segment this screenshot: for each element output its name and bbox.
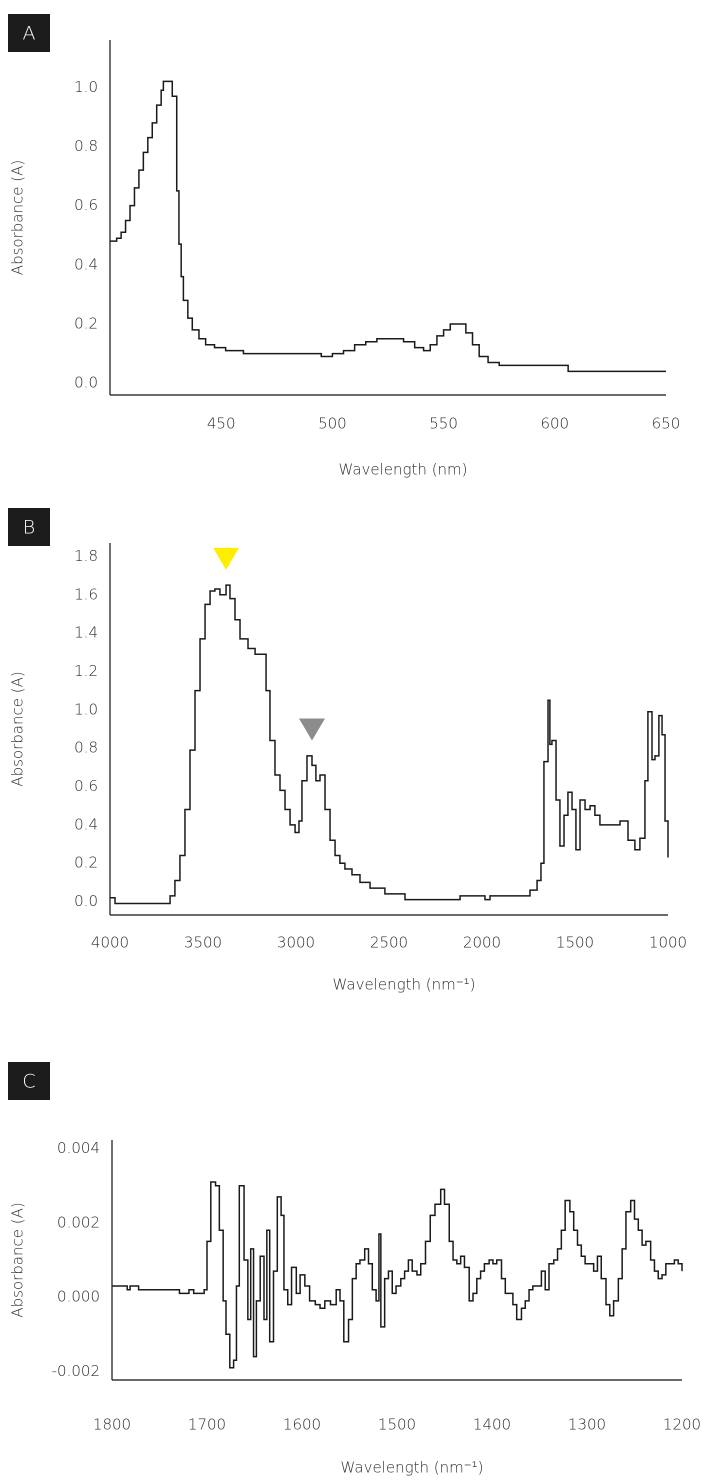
peak-marker	[298, 718, 325, 741]
y-tick-label: 0.000	[57, 1288, 100, 1306]
y-tick-label: 0.8	[74, 739, 98, 757]
x-tick-label: 1400	[473, 1416, 511, 1434]
y-tick-label: 0.2	[74, 854, 98, 872]
spectrum-line	[110, 80, 666, 373]
panel-label: C	[22, 1071, 35, 1093]
x-tick-label: 1200	[663, 1416, 701, 1434]
x-tick-label: 3000	[277, 934, 315, 952]
x-axis-label: Wavelength (nm⁻¹)	[333, 976, 476, 994]
y-tick-label: 0.004	[57, 1139, 100, 1157]
x-tick-label: 550	[429, 415, 458, 433]
y-tick-label: 0.4	[74, 815, 98, 833]
y-axis-label: Absorbance (A)	[9, 160, 27, 275]
y-tick-label: 1.2	[74, 662, 98, 680]
y-tick-label: 1.8	[74, 547, 98, 565]
panel-badge	[8, 1062, 50, 1100]
peak-marker	[213, 547, 240, 570]
y-tick-label: -0.002	[52, 1362, 100, 1380]
x-tick-label: 1500	[556, 934, 594, 952]
panel-label: A	[23, 23, 36, 45]
panel-label: B	[23, 517, 35, 539]
x-tick-label: 450	[207, 415, 236, 433]
x-tick-label: 3500	[184, 934, 222, 952]
y-tick-label: 0.0	[74, 374, 98, 392]
y-tick-label: 0.6	[74, 777, 98, 795]
y-axis-label: Absorbance (A)	[9, 1202, 27, 1317]
x-tick-label: 1800	[93, 1416, 131, 1434]
y-tick-label: 0.002	[57, 1213, 100, 1231]
panel-badge	[8, 508, 50, 546]
y-tick-label: 1.0	[74, 700, 98, 718]
y-tick-label: 1.4	[74, 624, 98, 642]
y-tick-label: 0.2	[74, 315, 98, 333]
y-tick-label: 1.6	[74, 585, 98, 603]
y-tick-label: 0.8	[74, 137, 98, 155]
y-tick-label: 1.0	[74, 78, 98, 96]
x-tick-label: 1500	[378, 1416, 416, 1434]
x-tick-label: 2000	[463, 934, 501, 952]
x-axis-label: Wavelength (nm)	[338, 461, 467, 479]
spectrum-line	[110, 584, 669, 905]
x-tick-label: 500	[318, 415, 347, 433]
x-tick-label: 1300	[568, 1416, 606, 1434]
x-tick-label: 600	[540, 415, 569, 433]
x-axis-label: Wavelength (nm⁻¹)	[341, 1459, 484, 1477]
x-tick-label: 1600	[283, 1416, 321, 1434]
y-tick-label: 0.6	[74, 196, 98, 214]
x-tick-label: 2500	[370, 934, 408, 952]
panel-badge	[8, 14, 50, 52]
x-tick-label: 1700	[188, 1416, 226, 1434]
y-axis-label: Absorbance (A)	[9, 671, 27, 786]
y-tick-label: 0.0	[74, 892, 98, 910]
x-tick-label: 1000	[649, 934, 687, 952]
y-tick-label: 0.4	[74, 255, 98, 273]
x-tick-label: 650	[652, 415, 681, 433]
spectrum-line	[112, 1181, 683, 1369]
x-tick-label: 4000	[91, 934, 129, 952]
